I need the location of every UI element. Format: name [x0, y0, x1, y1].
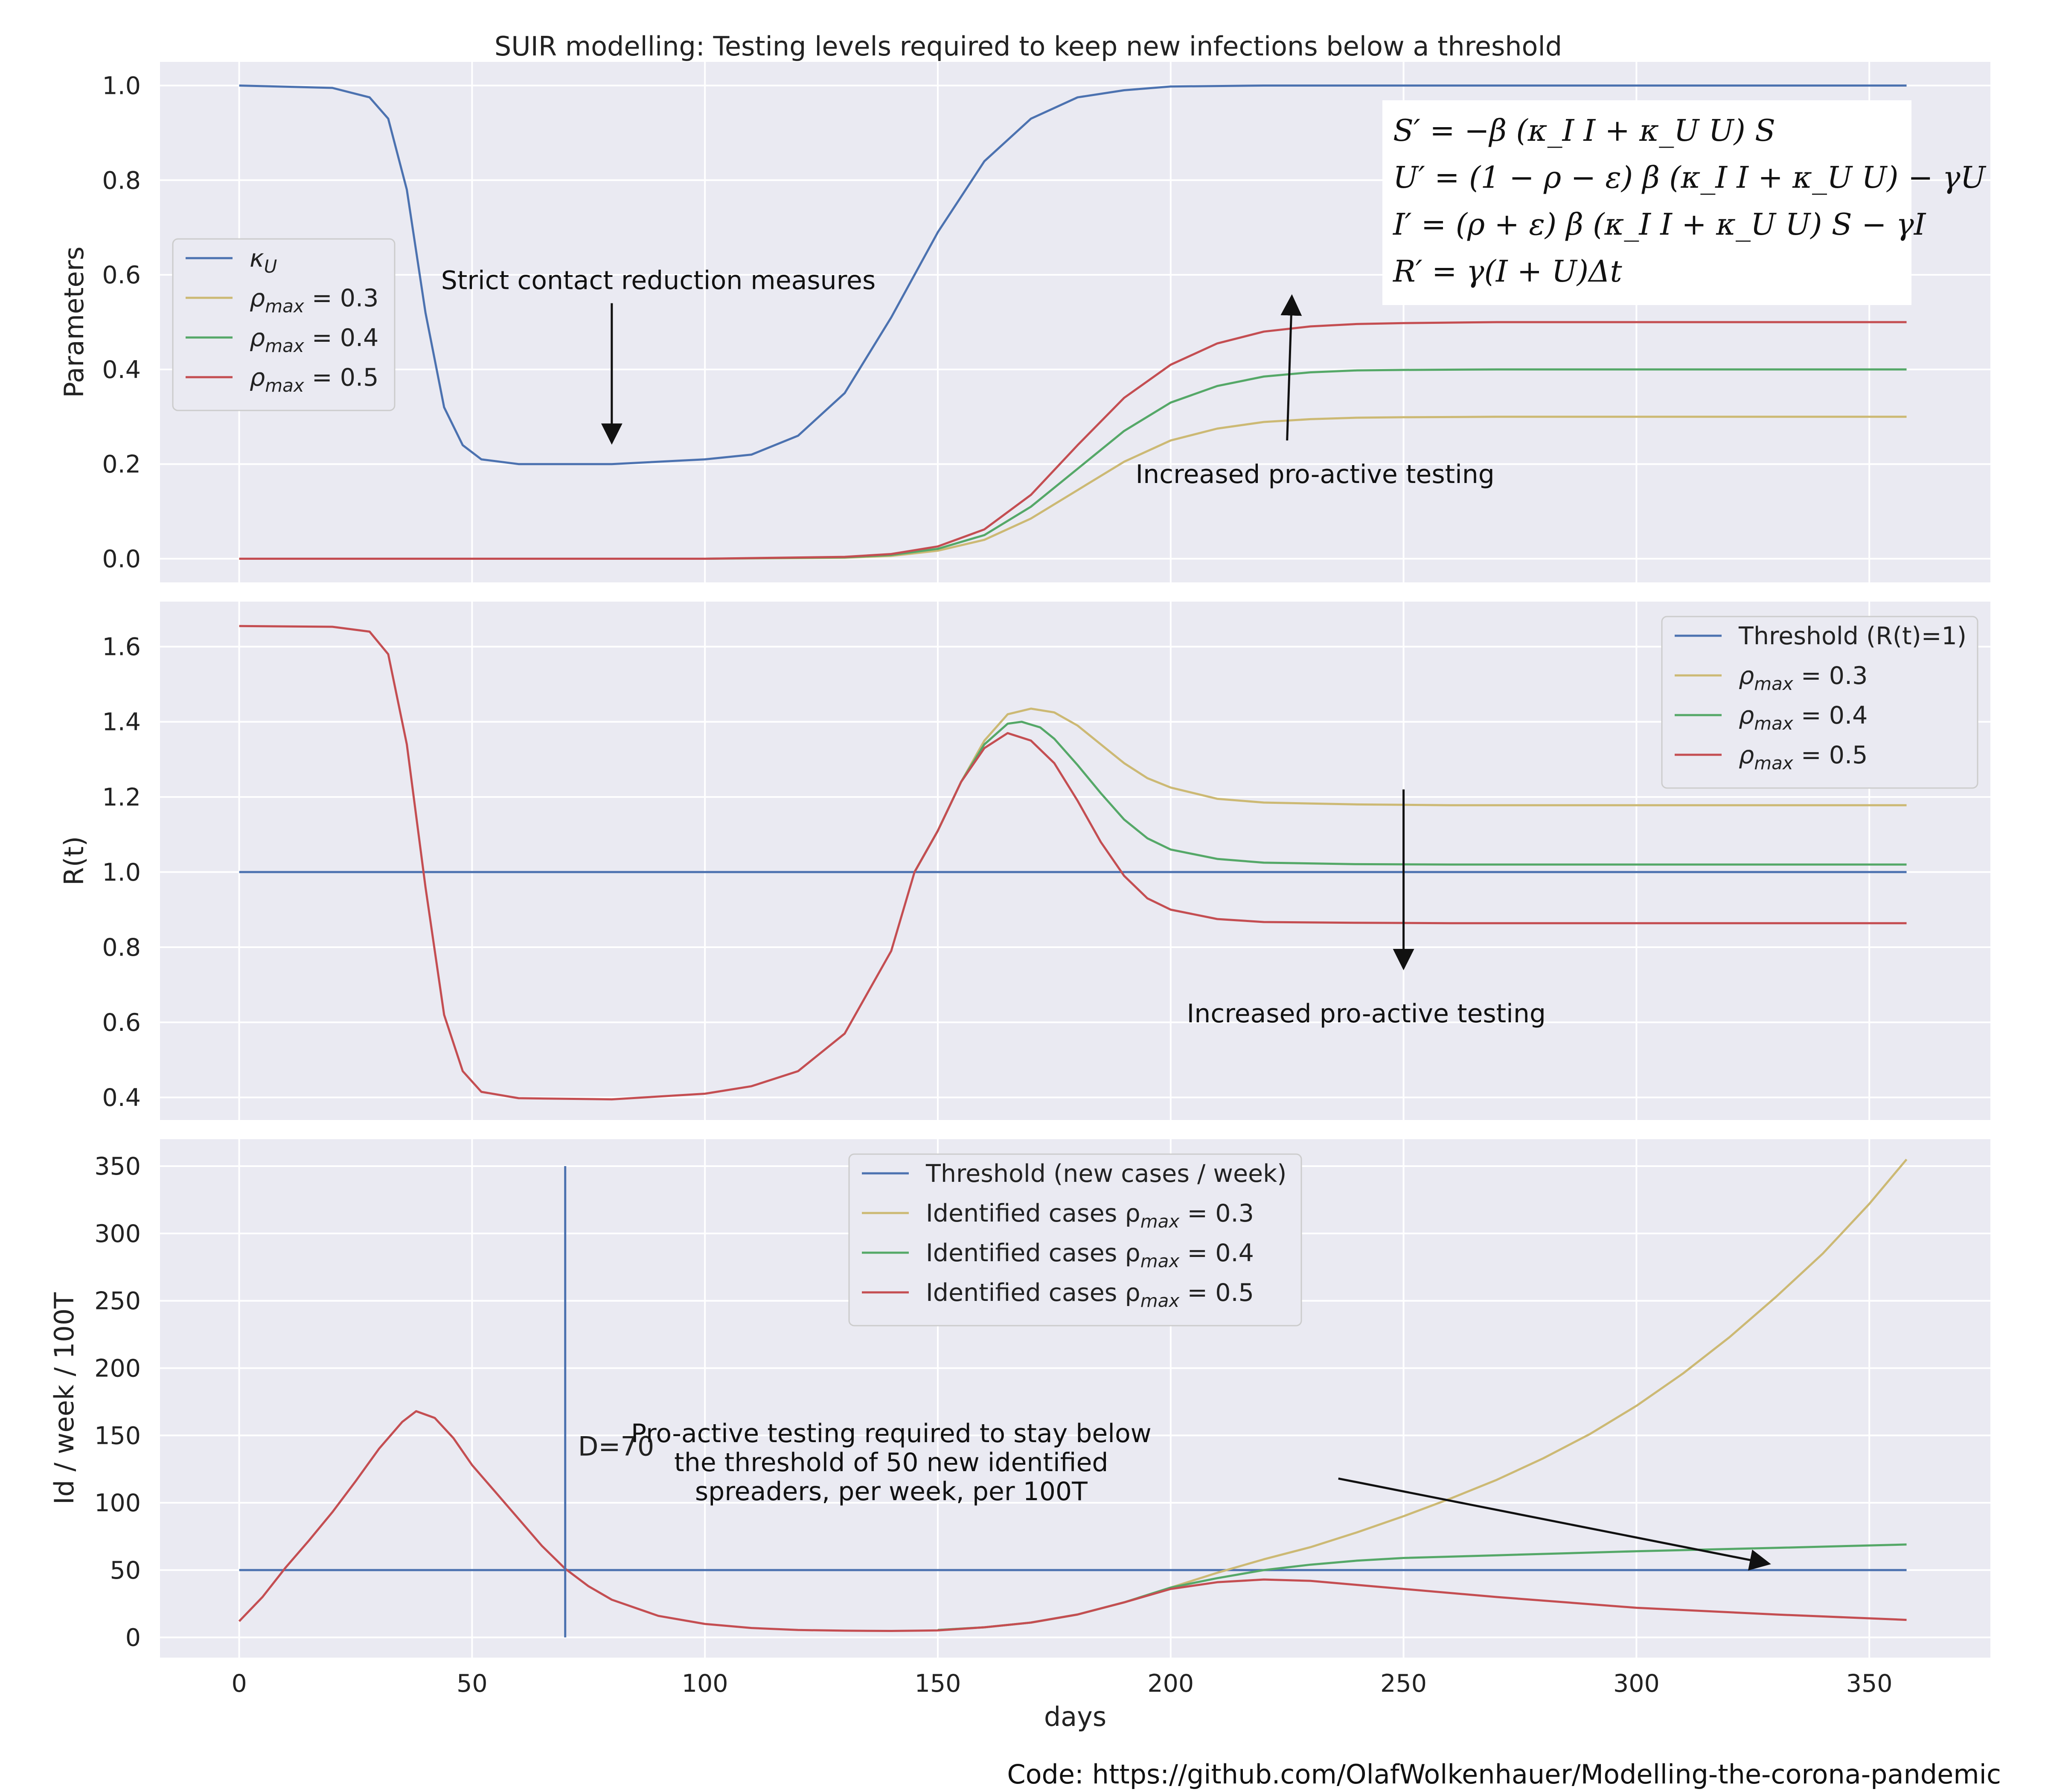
- y-tick-label: 100: [94, 1489, 141, 1517]
- series-line-gold: [913, 707, 1907, 873]
- legend-entry: Threshold (R(t)=1): [1738, 622, 1967, 650]
- annotation-text-line: the threshold of 50 new identified: [674, 1448, 1108, 1478]
- chart-title: SUIR modelling: Testing levels required …: [495, 31, 1562, 62]
- x-tick-label: 200: [1147, 1670, 1194, 1698]
- y-axis-label: Id / week / 100T: [49, 1292, 80, 1504]
- series-line-red: [239, 625, 1907, 1101]
- annotation-text-line: spreaders, per week, per 100T: [695, 1477, 1088, 1507]
- legend-box: [1661, 616, 1978, 789]
- y-tick-label: 50: [110, 1556, 141, 1585]
- legend-entry: ρmax = 0.5: [250, 364, 378, 396]
- annotation-arrow: [1280, 294, 1302, 441]
- y-tick-label: 0.4: [102, 356, 141, 384]
- y-tick-label: 1.4: [102, 708, 141, 736]
- y-tick-label: 0.0: [102, 545, 141, 573]
- annotation-text: Strict contact reduction measures: [441, 265, 876, 295]
- series-line-blue: [239, 84, 1907, 465]
- x-tick-label: 350: [1846, 1670, 1893, 1698]
- y-tick-label: 150: [94, 1422, 141, 1450]
- y-tick-label: 0.4: [102, 1084, 141, 1112]
- x-tick-label: 100: [682, 1670, 728, 1698]
- y-tick-label: 200: [94, 1354, 141, 1382]
- x-tick-label: 300: [1613, 1670, 1660, 1698]
- legend-entry: ρmax = 0.4: [250, 324, 378, 356]
- y-tick-label: 0.6: [102, 261, 141, 289]
- legend-entry: κU: [250, 244, 277, 277]
- equation-line: I′ = (ρ + ε) β (κ_I I + κ_U U) S − γI: [1392, 207, 1926, 242]
- legend-entry: ρmax = 0.5: [1739, 741, 1868, 774]
- y-tick-label: 350: [94, 1152, 141, 1181]
- y-tick-label: 0.2: [102, 451, 141, 479]
- annotation-arrow: [1338, 1477, 1771, 1571]
- footer-code-link[interactable]: Code: https://github.com/OlafWolkenhauer…: [1007, 1759, 2001, 1790]
- legend-entry: Identified cases ρmax = 0.5: [926, 1279, 1254, 1311]
- y-tick-label: 1.2: [102, 783, 141, 812]
- legend-entry: ρmax = 0.4: [1739, 701, 1868, 734]
- y-tick-label: 0.8: [102, 166, 141, 195]
- y-tick-label: 0.6: [102, 1009, 141, 1037]
- series-line-green: [913, 721, 1907, 873]
- x-tick-label: 50: [457, 1670, 488, 1698]
- y-tick-label: 0: [125, 1624, 141, 1652]
- y-tick-label: 300: [94, 1220, 141, 1248]
- equations-box: [1382, 100, 1911, 305]
- y-tick-label: 250: [94, 1287, 141, 1315]
- equation-line: S′ = −β (κ_I I + κ_U U) S: [1393, 113, 1775, 148]
- legend-entry: Identified cases ρmax = 0.3: [926, 1199, 1254, 1232]
- legend-box: [172, 238, 396, 411]
- x-tick-label: 250: [1380, 1670, 1427, 1698]
- equation-line: U′ = (1 − ρ − ε) β (κ_I I + κ_U U) − γU: [1393, 160, 1987, 195]
- legend-entry: ρmax = 0.3: [1739, 662, 1868, 694]
- panel-1: 0.0 0.2 0.4 0.6 0.8 1.0 Parameters Strict conta…: [58, 62, 1990, 582]
- annotation-text-line: Pro-active testing required to stay belo…: [631, 1419, 1152, 1449]
- legend-entry: ρmax = 0.3: [250, 284, 378, 317]
- x-tick-label: 150: [915, 1670, 961, 1698]
- x-axis-label: days: [1044, 1701, 1106, 1732]
- legend-entry: Identified cases ρmax = 0.4: [926, 1239, 1254, 1271]
- annotation-text: Increased pro-active testing: [1187, 999, 1546, 1029]
- legend-entry: Threshold (new cases / week): [925, 1160, 1286, 1188]
- legend-box: [848, 1153, 1302, 1327]
- annotation-text: Increased pro-active testing: [1135, 460, 1494, 489]
- y-tick-label: 1.0: [102, 72, 141, 100]
- x-tick-label: 0: [231, 1670, 247, 1698]
- series-line-red: [238, 1410, 1907, 1632]
- series-line-red: [239, 321, 1907, 560]
- y-axis-label: Parameters: [58, 247, 90, 398]
- y-axis-label: R(t): [58, 836, 90, 886]
- equation-line: R′ = γ(I + U)Δt: [1392, 254, 1623, 289]
- y-tick-label: 0.8: [102, 934, 141, 962]
- panel-2: 0.4 0.6 0.8 1.0 1.2 1.4 1.6 R(t) Increased pro-a…: [58, 602, 1990, 1120]
- y-tick-label: 1.6: [102, 633, 141, 661]
- panel-3: 0 50 100 150 200 250 300 350 0 50 100 150 200 250 300 3…: [49, 1139, 1990, 1732]
- y-tick-label: 1.0: [102, 858, 141, 887]
- d70-label: D=70: [578, 1431, 655, 1462]
